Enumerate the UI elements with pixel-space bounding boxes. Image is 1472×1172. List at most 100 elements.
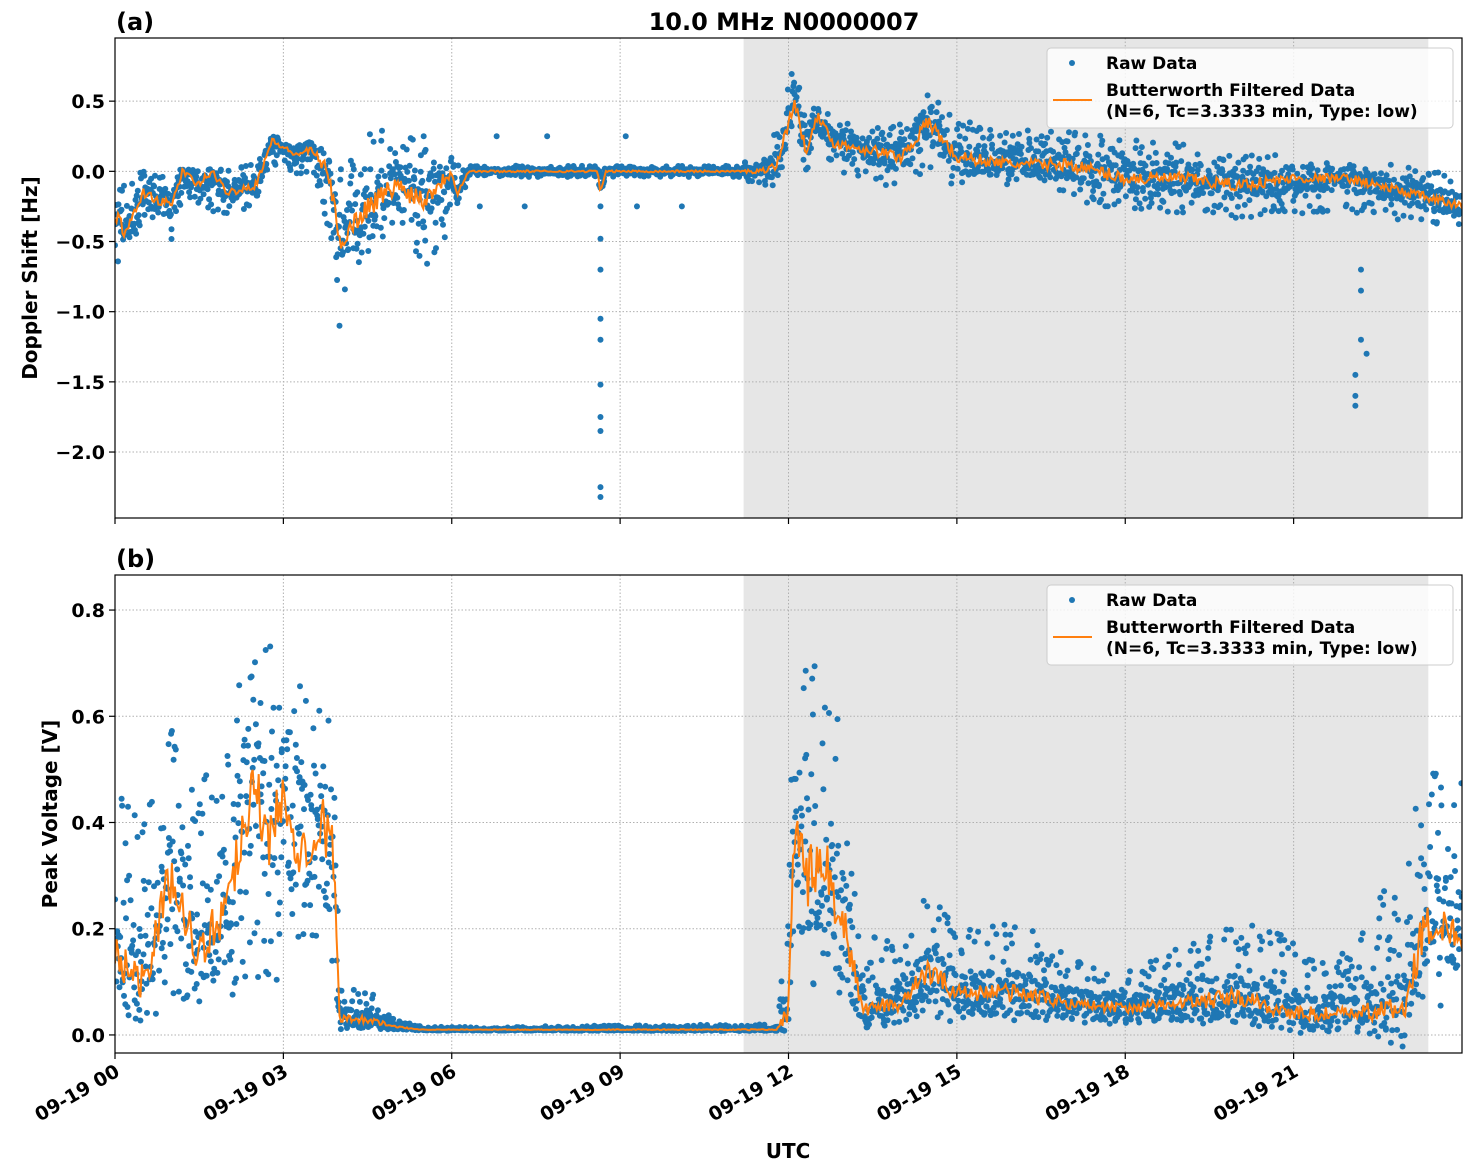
raw-data-point <box>1382 206 1389 213</box>
raw-data-point <box>1315 193 1322 200</box>
raw-data-point <box>187 194 194 201</box>
raw-data-point <box>864 965 870 972</box>
raw-data-point <box>1423 206 1430 213</box>
raw-data-point <box>152 1010 159 1017</box>
raw-data-point <box>322 783 329 790</box>
raw-data-point <box>1433 219 1440 226</box>
raw-data-point <box>1099 137 1106 144</box>
raw-data-point <box>1240 1012 1247 1019</box>
raw-data-point <box>788 123 795 130</box>
raw-data-point <box>896 121 903 128</box>
raw-data-point <box>781 1027 788 1034</box>
raw-data-point <box>1455 221 1462 228</box>
raw-data-point <box>869 128 876 135</box>
raw-data-point <box>901 136 908 143</box>
raw-data-point <box>328 786 334 793</box>
raw-data-point <box>131 812 138 819</box>
raw-data-point <box>803 751 810 758</box>
raw-data-point <box>882 182 889 188</box>
raw-data-point <box>216 873 223 880</box>
raw-data-point <box>839 974 846 981</box>
raw-data-point <box>1073 150 1080 157</box>
raw-data-point <box>810 981 817 988</box>
raw-data-point <box>800 156 807 163</box>
raw-data-point <box>1233 939 1240 946</box>
y-tick-label: 0.8 <box>71 600 105 622</box>
raw-data-point <box>946 111 953 118</box>
raw-data-point <box>941 131 947 138</box>
raw-data-point <box>943 127 950 134</box>
raw-data-point <box>1161 976 1168 983</box>
raw-data-point <box>1368 200 1375 207</box>
raw-data-point <box>920 897 927 904</box>
raw-data-point <box>283 737 290 744</box>
raw-data-point <box>188 968 195 975</box>
raw-data-point <box>1240 167 1247 174</box>
raw-data-point <box>337 176 344 183</box>
raw-data-point <box>1040 167 1046 174</box>
raw-data-point <box>233 921 240 927</box>
raw-data-point <box>187 883 194 890</box>
raw-data-point <box>1228 212 1235 219</box>
raw-data-point <box>1144 993 1151 1000</box>
raw-data-point <box>883 945 890 952</box>
raw-data-point <box>859 972 866 979</box>
raw-data-point <box>389 219 396 226</box>
raw-data-point <box>849 149 856 156</box>
raw-data-point <box>200 191 207 198</box>
raw-data-point <box>246 939 253 946</box>
legend-raw-label: Raw Data <box>1106 54 1197 74</box>
panel-b-ylabel: Peak Voltage [V] <box>38 720 62 909</box>
raw-data-point <box>447 201 453 208</box>
raw-data-point <box>360 230 367 237</box>
raw-data-point <box>974 148 981 155</box>
raw-data-outlier <box>633 203 640 210</box>
raw-data-point <box>419 177 426 184</box>
raw-data-point <box>1041 177 1048 184</box>
raw-data-point <box>1075 144 1082 151</box>
raw-data-point <box>1131 205 1138 212</box>
raw-data-point <box>1015 970 1022 977</box>
raw-data-point <box>387 146 394 152</box>
raw-data-point <box>175 802 182 809</box>
raw-data-point <box>909 970 916 977</box>
raw-data-point <box>1324 185 1331 191</box>
raw-data-point <box>177 201 184 208</box>
raw-data-point <box>870 160 877 167</box>
raw-data-outlier <box>597 493 604 500</box>
raw-data-point <box>1229 179 1236 185</box>
raw-data-point <box>1235 946 1242 953</box>
raw-data-point <box>831 874 838 881</box>
raw-data-point <box>1208 190 1215 197</box>
raw-data-point <box>148 798 155 805</box>
raw-data-outlier <box>597 315 604 322</box>
raw-data-point <box>1408 214 1414 221</box>
raw-data-point <box>325 717 332 724</box>
raw-data-point <box>808 771 815 778</box>
raw-data-point <box>326 906 333 913</box>
raw-data-point <box>1132 196 1139 203</box>
raw-data-point <box>1259 189 1266 196</box>
legend-filtered-label: Butterworth Filtered Data <box>1106 81 1355 101</box>
raw-data-point <box>161 953 168 960</box>
raw-data-point <box>928 103 935 110</box>
raw-data-point <box>971 938 978 945</box>
raw-data-point <box>1223 206 1229 213</box>
raw-data-point <box>220 846 227 853</box>
raw-data-point <box>247 162 254 168</box>
raw-data-point <box>1192 161 1199 168</box>
raw-data-point <box>947 1018 954 1025</box>
raw-data-point <box>832 755 839 762</box>
raw-data-point <box>987 171 994 178</box>
raw-data-point <box>375 173 382 180</box>
raw-data-point <box>851 156 858 163</box>
raw-data-point <box>1194 151 1201 158</box>
raw-data-point <box>980 982 987 989</box>
raw-data-point <box>116 984 123 991</box>
raw-data-point <box>1198 961 1205 967</box>
raw-data-point <box>1088 173 1095 180</box>
raw-data-point <box>240 206 247 212</box>
raw-data-point <box>246 850 253 857</box>
raw-data-point <box>898 129 905 136</box>
raw-data-point <box>902 975 909 982</box>
